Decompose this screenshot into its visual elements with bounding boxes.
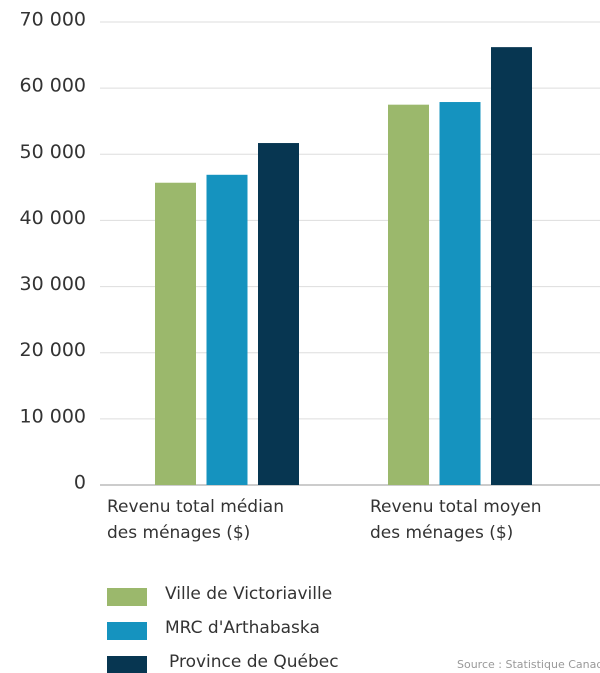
legend-swatch bbox=[107, 588, 147, 606]
y-tick-label: 40 000 bbox=[20, 207, 86, 229]
bar bbox=[388, 104, 429, 485]
bar bbox=[491, 47, 532, 486]
legend-label: MRC d'Arthabaska bbox=[165, 618, 320, 638]
bar bbox=[206, 174, 248, 486]
y-tick-label: 10 000 bbox=[20, 405, 86, 427]
legend-label: Ville de Victoriaville bbox=[165, 584, 332, 604]
bar bbox=[439, 102, 481, 485]
y-tick-label: 60 000 bbox=[20, 75, 86, 97]
y-tick-label: 0 bbox=[74, 472, 86, 494]
x-tick-label: Revenu total moyen des ménages ($) bbox=[370, 497, 542, 543]
legend-swatch bbox=[107, 656, 147, 673]
source: Source : Statistique Canada bbox=[457, 658, 600, 671]
legend-label: Province de Québec bbox=[169, 652, 339, 672]
bar bbox=[155, 182, 196, 485]
y-tick-label: 30 000 bbox=[20, 273, 86, 295]
y-tick-label: 70 000 bbox=[20, 9, 86, 31]
y-tick-label: 50 000 bbox=[20, 141, 86, 163]
y-tick-label: 20 000 bbox=[20, 339, 86, 361]
bar bbox=[258, 143, 299, 485]
x-tick-label: Revenu total médian des ménages ($) bbox=[107, 497, 284, 543]
legend-swatch bbox=[107, 622, 147, 640]
